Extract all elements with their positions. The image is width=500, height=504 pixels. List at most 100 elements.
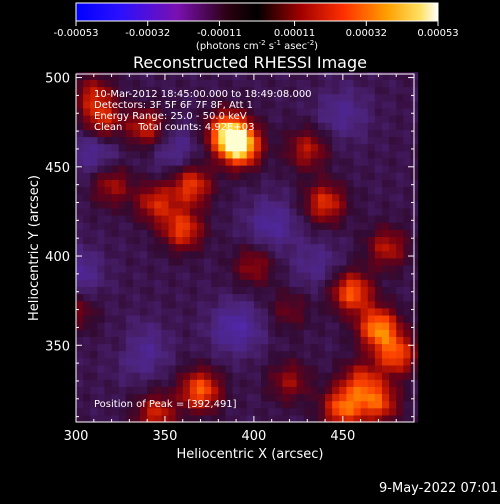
heatmap-pixel: [282, 364, 291, 373]
heatmap-pixel: [303, 279, 312, 287]
heatmap-pixel: [275, 107, 283, 116]
heatmap-pixel: [204, 179, 212, 188]
heatmap-pixel: [381, 79, 390, 88]
heatmap-pixel: [332, 129, 340, 138]
heatmap-pixel: [303, 107, 312, 116]
heatmap-pixel: [182, 136, 191, 145]
heatmap-pixel: [118, 129, 127, 138]
heatmap-pixel: [246, 122, 255, 130]
heatmap-pixel: [346, 336, 355, 345]
heatmap-pixel: [76, 193, 84, 202]
heatmap-pixel: [253, 222, 262, 230]
heatmap-pixel: [132, 93, 141, 102]
heatmap-pixel: [196, 393, 205, 402]
heatmap-pixel: [389, 314, 397, 323]
heatmap-pixel: [317, 107, 326, 116]
heatmap-pixel: [239, 250, 248, 259]
heatmap-pixel: [310, 372, 319, 380]
heatmap-pixel: [140, 100, 148, 109]
heatmap-pixel: [339, 307, 347, 316]
heatmap-pixel: [140, 393, 148, 402]
heatmap-pixel: [282, 329, 291, 337]
heatmap-pixel: [189, 200, 198, 209]
heatmap-pixel: [97, 165, 106, 173]
heatmap-pixel: [353, 93, 362, 102]
heatmap-pixel: [196, 236, 205, 245]
heatmap-pixel: [396, 329, 404, 337]
heatmap-pixel: [147, 257, 155, 266]
heatmap-pixel: [403, 93, 412, 102]
heatmap-pixel: [90, 350, 98, 359]
heatmap-pixel: [282, 72, 291, 80]
heatmap-pixel: [289, 257, 298, 266]
heatmap-pixel: [360, 157, 369, 166]
heatmap-pixel: [97, 357, 106, 366]
heatmap-pixel: [360, 214, 369, 223]
heatmap-pixel: [140, 86, 148, 95]
heatmap-pixel: [360, 272, 369, 280]
heatmap-pixel: [196, 179, 205, 188]
heatmap-pixel: [189, 279, 198, 287]
heatmap-pixel: [111, 157, 120, 166]
heatmap-pixel: [353, 264, 362, 273]
heatmap-pixel: [204, 79, 212, 88]
heatmap-pixel: [111, 372, 120, 380]
heatmap-pixel: [403, 157, 412, 166]
heatmap-pixel: [353, 250, 362, 259]
heatmap-pixel: [353, 379, 362, 387]
heatmap-pixel: [289, 107, 298, 116]
heatmap-pixel: [239, 386, 248, 395]
heatmap-pixel: [218, 322, 227, 330]
heatmap-pixel: [104, 414, 113, 423]
heatmap-pixel: [90, 293, 98, 302]
heatmap-pixel: [339, 115, 347, 123]
heatmap-pixel: [168, 264, 177, 273]
heatmap-pixel: [118, 186, 127, 195]
heatmap-pixel: [111, 407, 120, 416]
heatmap-pixel: [196, 279, 205, 287]
heatmap-pixel: [403, 329, 412, 337]
heatmap-pixel: [140, 115, 148, 123]
heatmap-pixel: [196, 314, 205, 323]
heatmap-pixel: [346, 86, 355, 95]
heatmap-pixel: [161, 229, 170, 237]
heatmap-pixel: [275, 79, 283, 88]
heatmap-pixel: [154, 343, 162, 352]
heatmap-pixel: [168, 350, 177, 359]
heatmap-pixel: [389, 329, 397, 337]
heatmap-pixel: [325, 286, 333, 295]
heatmap-pixel: [396, 243, 404, 252]
heatmap-pixel: [168, 165, 177, 173]
heatmap-pixel: [239, 179, 248, 188]
heatmap-pixel: [374, 336, 383, 345]
heatmap-pixel: [374, 229, 383, 237]
heatmap-pixel: [374, 364, 383, 373]
heatmap-pixel: [132, 407, 141, 416]
heatmap-pixel: [147, 200, 155, 209]
heatmap-pixel: [218, 264, 227, 273]
heatmap-pixel: [282, 157, 291, 166]
heatmap-pixel: [310, 172, 319, 180]
heatmap-pixel: [175, 250, 184, 259]
heatmap-pixel: [147, 122, 155, 130]
heatmap-pixel: [211, 86, 219, 95]
heatmap-pixel: [253, 150, 262, 159]
heatmap-pixel: [232, 307, 241, 316]
heatmap-pixel: [76, 400, 84, 409]
heatmap-pixel: [353, 279, 362, 287]
heatmap-pixel: [332, 407, 340, 416]
heatmap-pixel: [125, 100, 134, 109]
heatmap-pixel: [218, 165, 227, 173]
heatmap-pixel: [261, 115, 269, 123]
heatmap-pixel: [367, 336, 376, 345]
heatmap-pixel: [76, 293, 84, 302]
heatmap-pixel: [104, 314, 113, 323]
heatmap-pixel: [161, 393, 170, 402]
heatmap-pixel: [346, 364, 355, 373]
heatmap-pixel: [211, 393, 219, 402]
heatmap-pixel: [175, 150, 184, 159]
heatmap-pixel: [303, 314, 312, 323]
heatmap-pixel: [296, 257, 305, 266]
x-tick-label: 450: [330, 429, 355, 444]
heatmap-pixel: [253, 165, 262, 173]
